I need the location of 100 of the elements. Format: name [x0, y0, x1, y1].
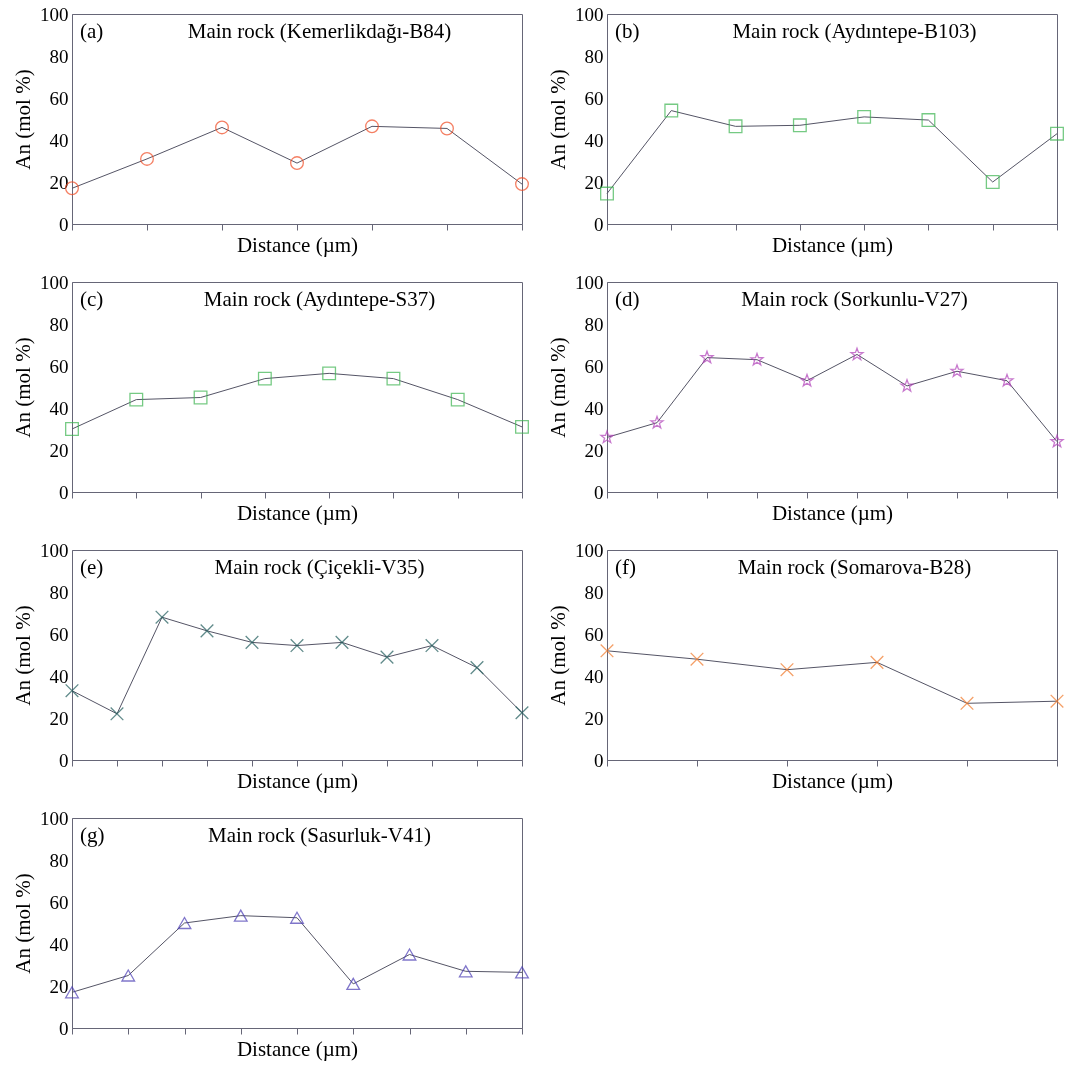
y-tick-label: 60 — [49, 87, 69, 109]
x-axis-title: Distance (µm) — [771, 769, 894, 793]
point — [857, 109, 872, 124]
y-tick-label: 40 — [584, 397, 604, 419]
point — [215, 120, 229, 135]
y-tick-label: 80 — [584, 313, 604, 335]
point — [690, 652, 704, 667]
point — [200, 623, 214, 638]
y-tick-label: 100 — [40, 807, 69, 829]
point — [245, 635, 259, 650]
y-tick-label: 20 — [584, 707, 604, 729]
annotation: (b) — [615, 19, 640, 43]
y-axis-title: An (mol %) — [546, 69, 570, 170]
chart-title: Main rock (Somarova-B28) — [737, 555, 972, 579]
y-tick-label: 100 — [40, 539, 69, 561]
point — [728, 119, 743, 134]
annotation: (a) — [80, 19, 104, 43]
y-tick-label: 20 — [584, 171, 604, 193]
point — [1000, 373, 1014, 387]
y-tick-label: 20 — [49, 975, 69, 997]
y-axis-title: An (mol %) — [11, 873, 35, 974]
point — [600, 643, 614, 658]
point — [870, 655, 884, 670]
y-tick-label: 20 — [49, 707, 69, 729]
y-tick-label: 20 — [49, 171, 69, 193]
chart-title: Main rock (Aydıntepe-S37) — [203, 287, 436, 311]
annotation: (c) — [80, 287, 104, 311]
point — [290, 156, 304, 171]
y-axis-title: An (mol %) — [11, 605, 35, 706]
chart-title: Main rock (Sorkunlu-V27) — [741, 287, 968, 311]
y-tick-label: 80 — [49, 849, 69, 871]
point — [515, 419, 529, 434]
chart-title: Main rock (Aydıntepe-B103) — [732, 19, 977, 43]
y-tick-label: 60 — [584, 87, 604, 109]
y-tick-label: 60 — [584, 623, 604, 645]
chart-title: Main rock (Sasurluk-V41) — [208, 823, 431, 847]
point — [233, 909, 248, 922]
point — [664, 103, 679, 118]
y-axis-title: An (mol %) — [11, 337, 35, 438]
point — [110, 706, 124, 721]
y-tick-label: 0 — [59, 1017, 69, 1039]
y-tick-label: 40 — [584, 129, 604, 151]
y-tick-label: 0 — [59, 749, 69, 771]
point — [440, 121, 454, 136]
y-tick-label: 100 — [575, 271, 604, 293]
point — [950, 364, 964, 378]
point — [470, 660, 484, 675]
point — [402, 948, 417, 961]
y-tick-label: 40 — [49, 933, 69, 955]
y-tick-label: 40 — [49, 129, 69, 151]
point — [386, 371, 401, 386]
point — [458, 965, 473, 978]
point — [335, 635, 349, 650]
point — [425, 638, 439, 653]
point — [290, 638, 304, 653]
point — [129, 392, 144, 407]
point — [850, 347, 864, 361]
y-tick-label: 0 — [59, 481, 69, 503]
y-tick-label: 0 — [59, 213, 69, 235]
y-tick-label: 0 — [594, 213, 604, 235]
annotation: (e) — [80, 555, 104, 579]
y-tick-label: 60 — [584, 355, 604, 377]
x-axis-title: Distance (µm) — [236, 769, 359, 793]
point — [921, 113, 936, 128]
point — [700, 350, 714, 364]
y-tick-label: 40 — [584, 665, 604, 687]
y-tick-label: 60 — [49, 355, 69, 377]
y-tick-label: 80 — [584, 45, 604, 67]
point — [193, 390, 208, 405]
point — [155, 610, 169, 625]
y-tick-label: 100 — [575, 539, 604, 561]
point — [322, 366, 337, 381]
point — [290, 911, 304, 924]
point — [1050, 126, 1064, 141]
chart-title: Main rock (Kemerlikdağı-B84) — [187, 19, 452, 43]
point — [65, 683, 79, 698]
point — [515, 705, 529, 720]
point — [900, 378, 914, 392]
point — [257, 371, 272, 386]
y-axis-title: An (mol %) — [546, 605, 570, 706]
y-tick-label: 0 — [594, 749, 604, 771]
x-axis-title: Distance (µm) — [236, 501, 359, 525]
y-tick-label: 100 — [40, 271, 69, 293]
point — [380, 650, 394, 665]
x-axis-title: Distance (µm) — [771, 501, 894, 525]
point — [792, 118, 807, 133]
x-axis-title: Distance (µm) — [236, 1037, 359, 1061]
y-tick-label: 20 — [584, 439, 604, 461]
point — [515, 966, 529, 979]
point — [515, 177, 529, 192]
point — [800, 373, 814, 387]
point — [985, 175, 1000, 189]
point — [600, 430, 614, 444]
point — [750, 352, 764, 366]
y-tick-label: 80 — [49, 313, 69, 335]
point — [780, 662, 794, 677]
point — [365, 119, 379, 134]
y-tick-label: 80 — [584, 581, 604, 603]
y-tick-label: 60 — [49, 623, 69, 645]
y-tick-label: 60 — [49, 891, 69, 913]
